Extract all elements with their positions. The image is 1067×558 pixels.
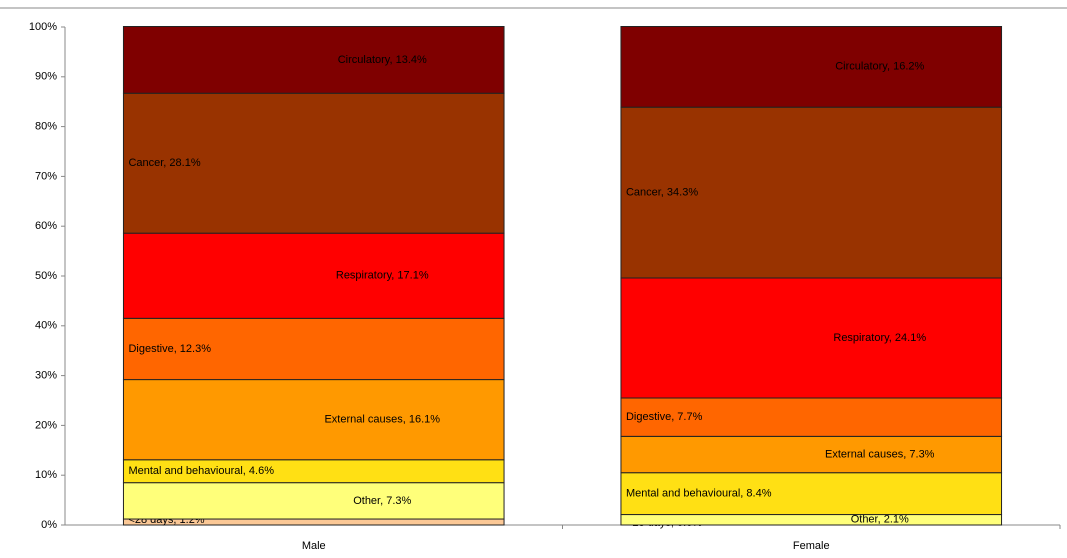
data-label: Cancer, 28.1%	[128, 157, 200, 169]
bar-segment	[122, 379, 505, 461]
y-tick-label: 0%	[41, 519, 57, 531]
bar-segment	[122, 232, 505, 319]
x-tick-label: Female	[793, 540, 830, 552]
data-label: Other, 2.1%	[851, 514, 909, 526]
data-label: Circulatory, 16.2%	[835, 61, 924, 73]
y-tick-label: 10%	[35, 469, 57, 481]
data-label: Mental and behavioural, 8.4%	[626, 488, 772, 500]
x-tick-label: Male	[302, 540, 326, 552]
data-label: Respiratory, 17.1%	[336, 270, 429, 282]
bar-segment	[620, 106, 1003, 279]
bar-segment	[122, 317, 505, 381]
data-label: Cancer, 34.3%	[626, 186, 698, 198]
data-label: Other, 7.3%	[353, 495, 411, 507]
data-label: Digestive, 7.7%	[626, 411, 703, 423]
bar-segment	[620, 277, 1003, 399]
bar-segment	[122, 26, 505, 94]
bar-segment	[620, 26, 1003, 108]
y-tick-label: 100%	[29, 21, 57, 33]
bar-segment	[122, 482, 505, 520]
bar-segment	[122, 92, 505, 234]
data-label: Circulatory, 13.4%	[338, 54, 427, 66]
data-label: Digestive, 12.3%	[128, 343, 211, 355]
y-tick-label: 60%	[35, 220, 57, 232]
y-tick-label: 90%	[35, 71, 57, 83]
data-label: Respiratory, 24.1%	[833, 332, 926, 344]
bar-segment	[620, 514, 1003, 526]
y-tick-label: 80%	[35, 121, 57, 133]
data-label: Mental and behavioural, 4.6%	[128, 465, 274, 477]
y-tick-label: 50%	[35, 270, 57, 282]
y-tick-label: 20%	[35, 419, 57, 431]
data-label: External causes, 16.1%	[324, 414, 440, 426]
y-tick-label: 40%	[35, 320, 57, 332]
y-tick-label: 30%	[35, 370, 57, 382]
data-label: External causes, 7.3%	[825, 448, 935, 460]
y-tick-label: 70%	[35, 170, 57, 182]
bar-segment	[620, 435, 1003, 474]
